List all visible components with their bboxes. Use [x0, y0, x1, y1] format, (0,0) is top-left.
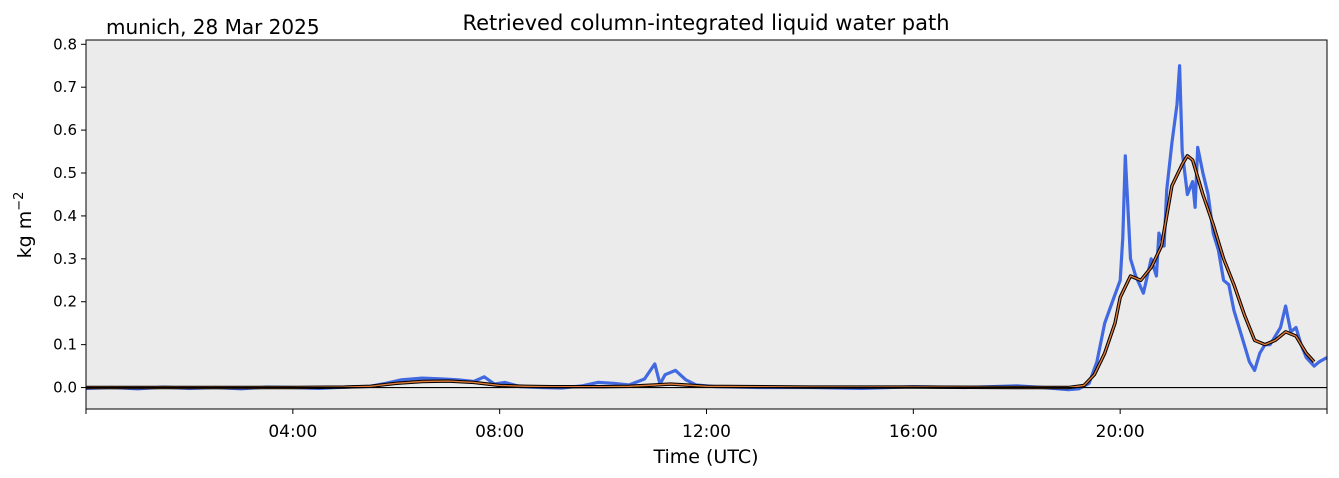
y-tick-label: 0.1 [53, 336, 77, 354]
y-axis-label-exponent: −2 [12, 192, 27, 211]
y-tick-label: 0.3 [53, 250, 77, 268]
y-axis-ticks: 0.0 0.1 0.2 0.3 0.4 0.5 0.6 0.7 0.8 [53, 35, 86, 397]
y-tick-label: 0.6 [53, 121, 77, 139]
y-tick-label: 0.5 [53, 164, 77, 182]
y-tick-label: 0.8 [53, 35, 77, 53]
y-axis-label: kg m−2 [12, 192, 36, 259]
x-axis-ticks: 04:00 08:00 12:00 16:00 20:00 [85, 409, 1328, 442]
x-tick-label: 08:00 [475, 422, 524, 442]
y-axis-label-base: kg m [14, 211, 36, 259]
x-tick-label: 12:00 [682, 422, 731, 442]
y-tick-label: 0.7 [53, 78, 77, 96]
x-tick-label: 04:00 [268, 422, 317, 442]
y-tick-label: 0.4 [53, 207, 77, 225]
series-layer [85, 64, 1328, 392]
plot-area [86, 40, 1327, 409]
y-tick-label: 0.0 [53, 379, 77, 397]
x-tick-label: 20:00 [1096, 422, 1145, 442]
series-smoothed-lwp [86, 155, 1315, 389]
series-raw-lwp [85, 64, 1328, 392]
x-tick-label: 16:00 [889, 422, 938, 442]
chart-title: Retrieved column-integrated liquid water… [462, 11, 949, 35]
x-axis-label: Time (UTC) [652, 446, 758, 468]
y-tick-label: 0.2 [53, 293, 77, 311]
site-date-label: munich, 28 Mar 2025 [106, 15, 320, 39]
